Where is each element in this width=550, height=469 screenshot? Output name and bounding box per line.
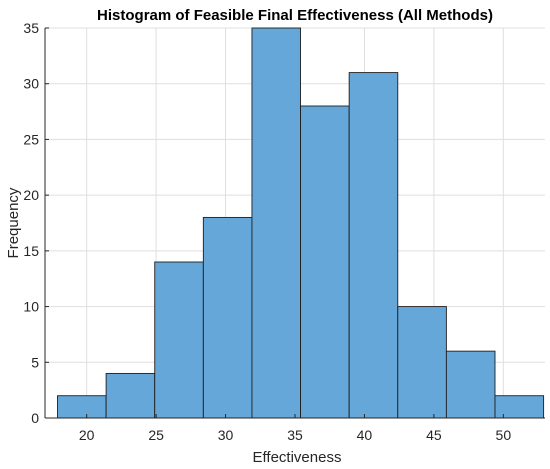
y-tick-label: 35 [23,20,39,36]
x-axis-label: Effectiveness [253,449,342,466]
x-tick-label: 40 [357,427,373,443]
histogram-bar [154,261,204,419]
x-tick-label: 30 [218,427,234,443]
y-axis-label: Frequency [5,187,22,258]
histogram-bar [105,372,156,419]
histogram-bars [57,27,545,419]
y-tick-label: 5 [31,354,39,370]
y-tick-label: 0 [31,410,39,426]
x-tick-label: 20 [79,427,95,443]
x-tick-label: 35 [287,427,303,443]
x-tick-label: 45 [426,427,442,443]
y-tick-labels: 0 5 10 15 20 25 30 35 [23,20,49,426]
y-tick-label: 20 [23,187,39,203]
histogram-bar [445,350,496,419]
y-tick-label: 30 [23,76,39,92]
histogram-bar [300,105,350,419]
y-tick-label: 15 [23,243,39,259]
y-tick-label: 10 [23,299,39,315]
histogram-bar [348,72,399,419]
x-tick-label: 25 [148,427,164,443]
histogram-bar [57,395,107,419]
histogram-bar [397,306,447,419]
histogram-bar [251,27,302,419]
y-tick-label: 25 [23,131,39,147]
x-tick-labels: 20 25 30 35 40 45 50 [79,414,511,443]
histogram-bar [202,216,253,419]
histogram-bar [494,395,545,419]
chart-title: Histogram of Feasible Final Effectivenes… [97,7,493,24]
x-tick-label: 50 [496,427,512,443]
